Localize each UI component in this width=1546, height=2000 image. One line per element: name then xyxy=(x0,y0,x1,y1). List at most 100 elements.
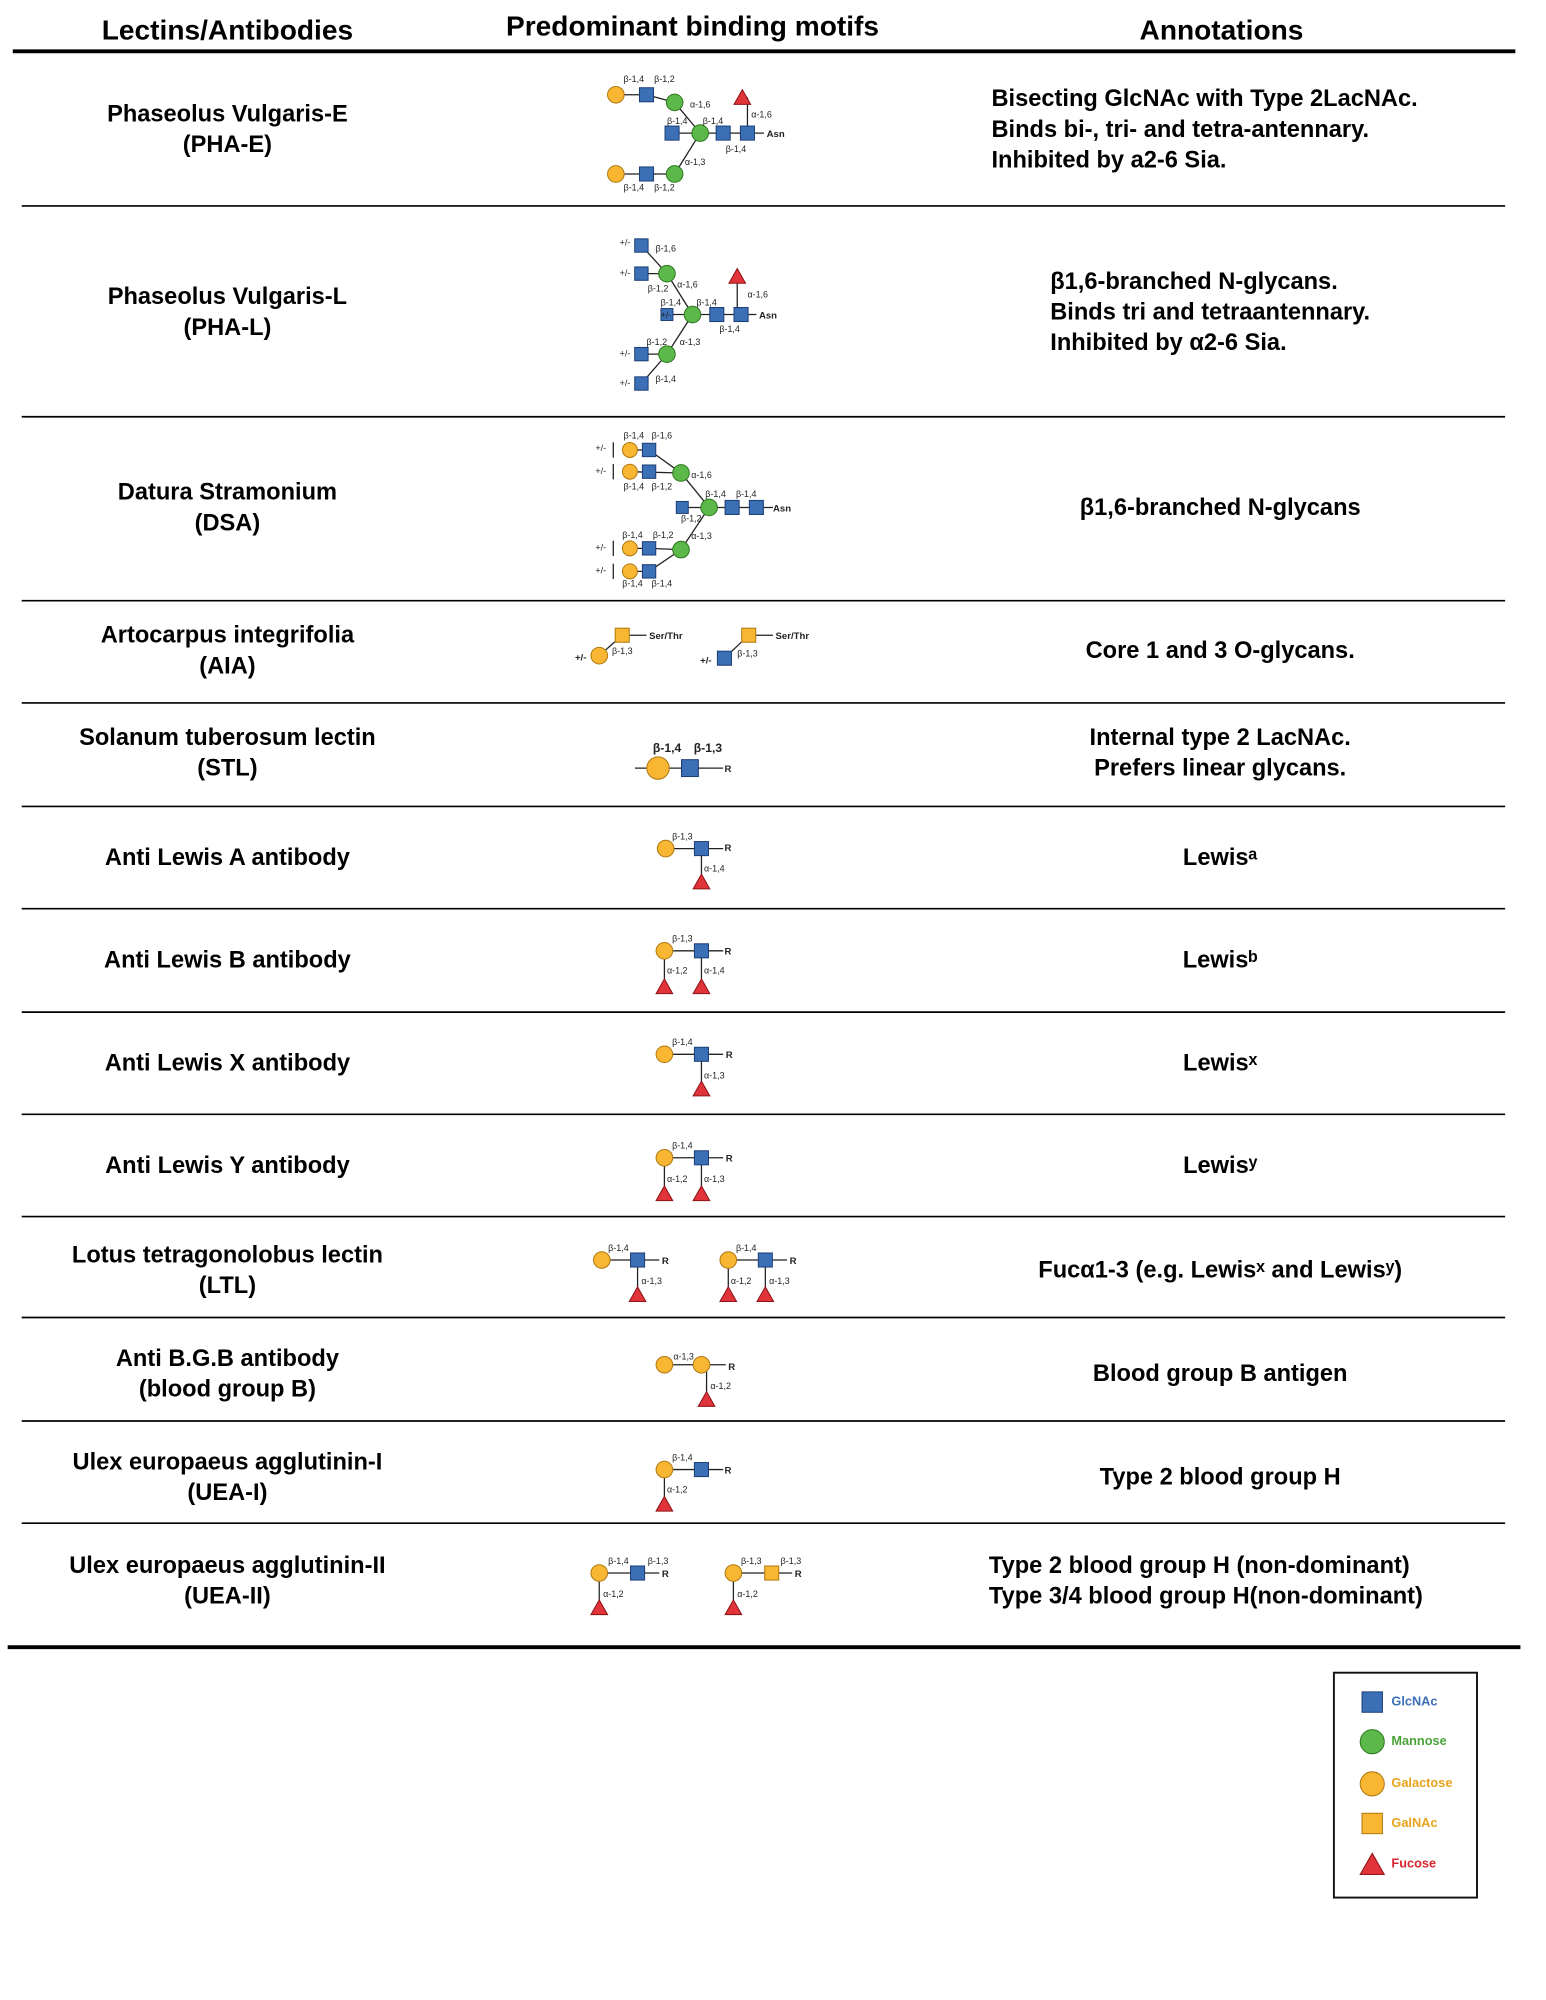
annotation: Type 2 blood group H (non-dominant) xyxy=(989,1553,1410,1579)
glycan-motif: β-1,4 Rα-1,3 β-1,4 Rα-1,2 α-1,3 xyxy=(592,1243,797,1303)
linkage-label: β-1,4 xyxy=(667,116,688,126)
galactose xyxy=(655,1355,674,1374)
annotation: Binds bi-, tri- and tetra-antennary. xyxy=(991,117,1369,143)
annotation: Type 3/4 blood group H(non-dominant) xyxy=(989,1584,1423,1610)
annotation: Blood group B antigen xyxy=(1093,1361,1348,1387)
table-row: Datura Stramonium (DSA) β1,6-branched N-gl… xyxy=(118,430,1361,588)
fucose xyxy=(719,1285,738,1303)
galactose xyxy=(1359,1771,1385,1797)
glycan-motif: α-1,3 Rα-1,2 xyxy=(655,1351,735,1407)
annotation: β1,6-branched N-glycans xyxy=(1080,495,1361,521)
linkage-label: β-1,4 xyxy=(653,741,682,755)
linkage-label: α-1,2 xyxy=(731,1276,752,1286)
glcnac xyxy=(693,1150,709,1166)
linkage-label: β-1,4 xyxy=(652,578,673,588)
linkage-label: α-1,2 xyxy=(667,966,688,976)
galactose xyxy=(621,441,638,458)
galactose xyxy=(607,85,625,104)
glcnac xyxy=(693,943,709,959)
linkage-label: +/- xyxy=(595,443,606,453)
linkage-label: Asn xyxy=(773,503,791,514)
linkage-label: β-1,4 xyxy=(624,182,645,192)
glycan-motif: β-1,4 β-1,3R xyxy=(635,741,731,780)
galactose xyxy=(621,463,638,480)
linkage-label: R xyxy=(726,1050,733,1061)
linkage-label: β-1,2 xyxy=(653,530,674,540)
annotation: Bisecting GlcNAc with Type 2LacNAc. xyxy=(991,86,1417,112)
glcnac xyxy=(733,306,749,323)
legend-label: Fucose xyxy=(1391,1856,1436,1871)
legend-box xyxy=(1332,1671,1478,1899)
glcnac xyxy=(739,125,755,141)
glycan-motif: β-1,4 Rα-1,3 xyxy=(655,1037,733,1097)
lectin-name: (LTL) xyxy=(199,1273,256,1299)
lectin-name: Phaseolus Vulgaris-E xyxy=(107,101,348,127)
annotation: Lewisᵃ xyxy=(1183,845,1258,871)
linkage-label: β-1,3 xyxy=(672,831,693,841)
linkage-label: +/- xyxy=(595,566,606,576)
glycan-motif: β-1,3 Rα-1,2 α-1,4 xyxy=(655,934,731,995)
fucose xyxy=(692,873,711,890)
linkage-label: β-1,2 xyxy=(647,337,668,347)
annotation: Lewisᵇ xyxy=(1183,947,1258,973)
annotation: Core 1 and 3 O-glycans. xyxy=(1086,638,1355,664)
linkage-label: β-1,6 xyxy=(655,244,676,254)
glycan-motif: β-1,3 Rα-1,4 xyxy=(656,831,731,890)
glycan-motif: β-1,4 β-1,3 Rα-1,2 β-1,3 β-1,3 Rα-1,2 xyxy=(590,1556,802,1616)
column-header: Lectins/Antibodies xyxy=(102,15,353,46)
glcnac xyxy=(634,266,649,281)
glycan-motif: β-1,4 Rα-1,2 xyxy=(655,1452,731,1512)
linkage-label: Ser/Thr xyxy=(776,631,810,642)
linkage-label: α-1,3 xyxy=(685,157,706,167)
fucose xyxy=(697,1390,716,1407)
glcnac xyxy=(634,376,649,391)
mannose xyxy=(683,305,702,324)
linkage-label: β-1,4 xyxy=(672,1037,693,1047)
linkage-label: α-1,6 xyxy=(690,99,711,109)
galactose xyxy=(646,756,670,780)
linkage-label: β-1,4 xyxy=(608,1243,629,1253)
annotation: Type 2 blood group H xyxy=(1100,1465,1341,1491)
glcnac xyxy=(638,87,655,103)
glycan-motif: β-1,4 β-1,6 +/- +/- β-1,4 β-1,2 α-1,6 β-1,4 β-1,… xyxy=(595,430,791,588)
lectin-name: (UEA-I) xyxy=(187,1480,267,1506)
table-row: Anti B.G.B antibody (blood group B) Blood … xyxy=(116,1346,1348,1407)
table-row: Anti Lewis A antibody Lewisᵃ β-1,3 Rα-1,4 xyxy=(105,831,1258,890)
linkage-label: β-1,4 xyxy=(622,578,643,588)
glcnac xyxy=(641,541,657,556)
linkage-label: β-1,3 xyxy=(612,646,633,656)
fucose xyxy=(724,1598,743,1616)
linkage-label: β-1,4 xyxy=(672,1452,693,1462)
linkage-label: β-1,3 xyxy=(741,1556,762,1566)
linkage-label: β-1,2 xyxy=(681,513,702,523)
galactose xyxy=(655,1148,674,1167)
linkage-label: β-1,4 xyxy=(622,530,643,540)
legend-label: Galactose xyxy=(1391,1775,1452,1790)
lectin-name: Anti Lewis A antibody xyxy=(105,845,351,871)
galactose xyxy=(719,1251,738,1269)
linkage-label: α-1,3 xyxy=(769,1276,790,1286)
lectin-name: Artocarpus integrifolia xyxy=(101,623,355,649)
linkage-label: α-1,2 xyxy=(603,1589,624,1599)
glcnac xyxy=(715,125,731,141)
linkage-label: +/- xyxy=(595,543,606,553)
galnac xyxy=(741,627,757,643)
glcnac xyxy=(675,500,689,514)
linkage-label: β-1,4 xyxy=(736,489,757,499)
linkage-label: R xyxy=(724,764,731,775)
fucose xyxy=(692,977,711,995)
galactose xyxy=(692,1355,711,1374)
mannose xyxy=(658,345,676,363)
linkage-label: R xyxy=(790,1256,797,1267)
glcnac xyxy=(709,306,725,323)
galnac xyxy=(614,627,630,643)
galactose xyxy=(655,1460,674,1479)
lectin-name: Solanum tuberosum lectin xyxy=(79,725,376,751)
linkage-label: β-1,4 xyxy=(705,489,726,499)
galactose xyxy=(590,646,609,665)
linkage-label: +/- xyxy=(620,348,631,358)
annotation: Binds tri and tetraantennary. xyxy=(1050,299,1370,325)
glcnac xyxy=(748,499,764,515)
galactose xyxy=(655,1045,674,1064)
glcnac xyxy=(664,125,680,141)
